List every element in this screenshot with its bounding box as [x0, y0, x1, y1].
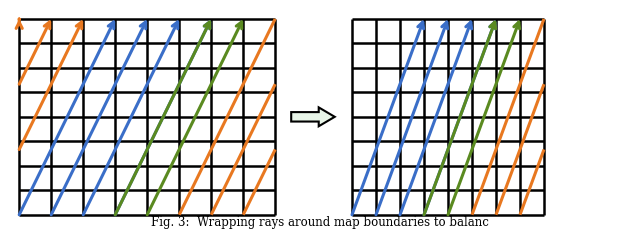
- Text: Fig. 3:  Wrapping rays around map boundaries to balanc: Fig. 3: Wrapping rays around map boundar…: [151, 216, 489, 229]
- FancyArrow shape: [291, 107, 335, 126]
